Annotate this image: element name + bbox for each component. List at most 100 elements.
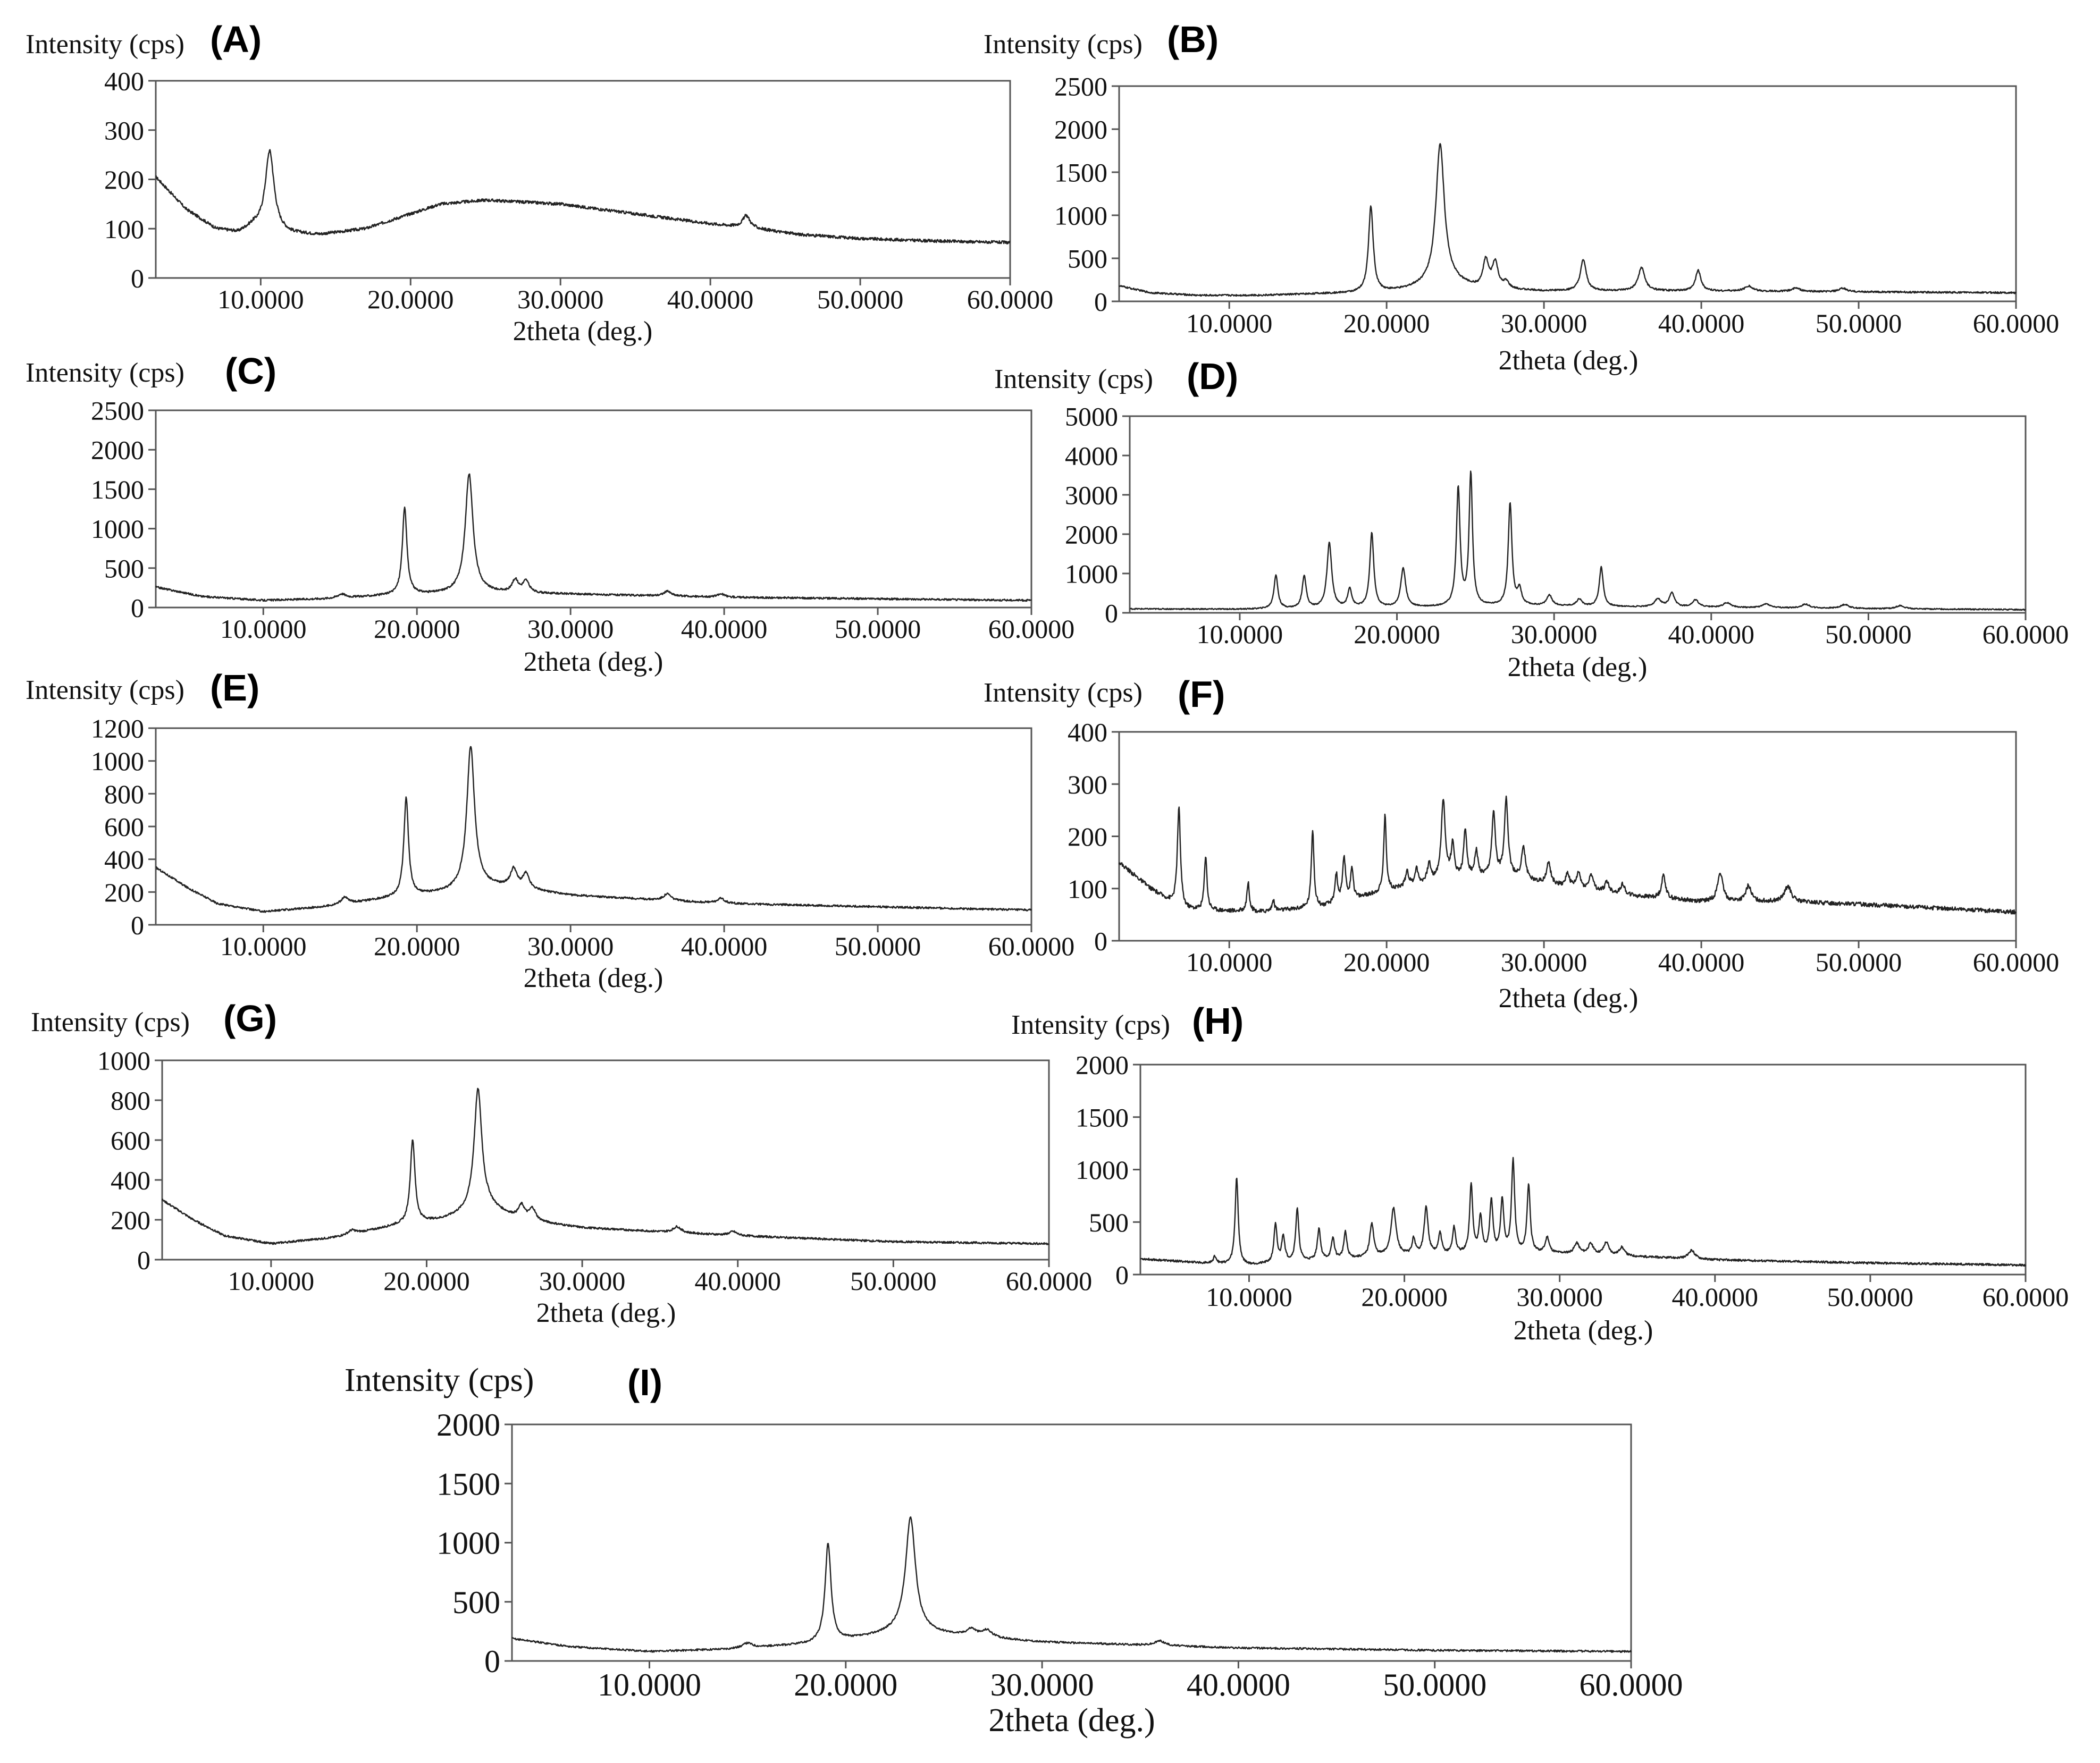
x-axis-label: 2theta (deg.)	[1499, 345, 1639, 376]
y-tick-label: 800	[104, 779, 144, 809]
y-tick-label: 500	[1089, 1208, 1129, 1237]
diffraction-trace	[511, 1516, 1632, 1653]
y-tick-label: 2000	[91, 435, 144, 465]
plot-frame	[1118, 85, 2017, 302]
x-tick-label: 50.0000	[850, 1266, 937, 1296]
x-tick-label: 40.0000	[681, 931, 768, 961]
diffraction-trace	[1140, 1157, 2027, 1267]
y-tick-label: 400	[111, 1166, 150, 1195]
x-axis-label: 2theta (deg.)	[1499, 983, 1639, 1014]
xrd-panel-i: 0 500 1000 1500 2000 10.0000 20.0000 30.0000 40.…	[345, 1362, 1683, 1739]
y-tick-label: 600	[104, 812, 144, 842]
y-tick-label: 4000	[1065, 441, 1118, 471]
x-tick-label: 20.0000	[374, 614, 460, 644]
x-tick-label: 10.0000	[228, 1266, 315, 1296]
y-tick-label: 1500	[436, 1466, 500, 1501]
diffraction-trace	[155, 473, 1032, 602]
x-tick-label: 60.0000	[1973, 947, 2060, 977]
x-tick-label: 30.0000	[517, 284, 604, 314]
xrd-panel-c: 0 500 1000 1500 2000 2500 10.0000 20.0000 30.000…	[26, 350, 1074, 677]
x-tick-label: 60.0000	[1580, 1667, 1683, 1702]
panel-label: (I)	[627, 1362, 662, 1403]
y-tick-label: 100	[104, 214, 144, 244]
xrd-panel-h: 0 500 1000 1500 2000 10.0000 20.0000 30.0000 40.…	[1011, 1000, 2069, 1346]
plot-frame	[155, 727, 1032, 926]
plot-frame	[511, 1423, 1632, 1662]
y-tick-label: 600	[111, 1126, 150, 1155]
y-axis-label: Intensity (cps)	[984, 678, 1143, 708]
y-tick-label: 0	[131, 910, 144, 940]
x-tick-label: 20.0000	[1361, 1282, 1448, 1312]
x-tick-label: 50.0000	[835, 614, 921, 644]
x-tick-label: 30.0000	[990, 1667, 1094, 1702]
x-axis-label: 2theta (deg.)	[513, 316, 653, 347]
y-tick-label: 400	[1068, 718, 1107, 747]
y-tick-label: 1000	[91, 514, 144, 544]
panel-label: (D)	[1187, 356, 1238, 397]
y-tick-label: 500	[1068, 244, 1107, 274]
y-tick-label: 500	[104, 553, 144, 583]
y-tick-label: 500	[452, 1585, 500, 1620]
x-tick-label: 60.0000	[1983, 619, 2069, 649]
y-tick-label: 100	[1068, 874, 1107, 904]
x-tick-label: 40.0000	[667, 284, 754, 314]
y-tick-label: 2500	[91, 396, 144, 426]
y-tick-label: 0	[484, 1644, 500, 1679]
y-tick-label: 1200	[91, 714, 144, 744]
y-tick-label: 1000	[1065, 559, 1118, 589]
y-tick-label: 2000	[436, 1407, 500, 1443]
x-tick-label: 10.0000	[220, 614, 307, 644]
x-axis-label: 2theta (deg.)	[1514, 1315, 1653, 1346]
panel-label: (G)	[223, 998, 277, 1039]
x-tick-label: 20.0000	[1343, 947, 1430, 977]
x-tick-label: 20.0000	[374, 931, 460, 961]
x-tick-label: 50.0000	[1816, 308, 1902, 338]
x-tick-label: 20.0000	[794, 1667, 897, 1702]
x-axis-label: 2theta (deg.)	[1508, 652, 1648, 682]
x-axis-label: 2theta (deg.)	[988, 1702, 1155, 1739]
panel-label: (A)	[210, 19, 262, 60]
x-tick-label: 10.0000	[217, 284, 304, 314]
x-tick-label: 10.0000	[598, 1667, 701, 1702]
y-axis-label: Intensity (cps)	[26, 358, 184, 388]
panel-label: (F)	[1178, 673, 1225, 715]
y-tick-label: 1000	[1076, 1155, 1129, 1185]
plot-frame	[155, 409, 1032, 609]
x-tick-label: 50.0000	[1827, 1282, 1914, 1312]
diffraction-trace	[1119, 143, 2017, 297]
y-tick-label: 200	[104, 165, 144, 195]
panel-label: (C)	[225, 350, 276, 392]
y-tick-label: 2000	[1054, 115, 1107, 145]
x-tick-label: 50.0000	[1383, 1667, 1486, 1702]
y-tick-label: 0	[1115, 1260, 1129, 1290]
x-axis-label: 2theta (deg.)	[524, 647, 663, 677]
xrd-panel-d: 0 1000 2000 3000 4000 5000 10.0000 20.0000 30.00…	[994, 356, 2069, 682]
y-tick-label: 800	[111, 1086, 150, 1116]
x-tick-label: 40.0000	[1672, 1282, 1759, 1312]
y-tick-label: 2500	[1054, 72, 1107, 102]
y-tick-label: 1500	[1054, 158, 1107, 188]
y-axis-label: Intensity (cps)	[984, 29, 1143, 60]
plot-frame	[161, 1059, 1050, 1261]
x-tick-label: 20.0000	[1343, 308, 1430, 338]
x-tick-label: 50.0000	[1816, 947, 1902, 977]
y-tick-label: 300	[104, 115, 144, 145]
x-tick-label: 40.0000	[1187, 1667, 1290, 1702]
diffraction-trace	[1118, 795, 2017, 915]
x-tick-label: 30.0000	[527, 931, 614, 961]
x-tick-label: 60.0000	[1973, 308, 2060, 338]
y-axis-label: Intensity (cps)	[26, 675, 184, 705]
x-tick-label: 60.0000	[988, 931, 1075, 961]
y-tick-label: 0	[1105, 598, 1118, 628]
y-axis-label: Intensity (cps)	[31, 1007, 190, 1037]
x-tick-label: 60.0000	[988, 614, 1075, 644]
y-tick-label: 0	[1094, 287, 1107, 317]
y-tick-label: 1000	[1054, 201, 1107, 231]
x-tick-label: 10.0000	[220, 931, 307, 961]
x-tick-label: 30.0000	[1516, 1282, 1603, 1312]
x-tick-label: 60.0000	[967, 284, 1054, 314]
x-tick-label: 30.0000	[1511, 619, 1598, 649]
x-tick-label: 30.0000	[1501, 947, 1587, 977]
x-tick-label: 40.0000	[694, 1266, 781, 1296]
x-tick-label: 60.0000	[1006, 1266, 1093, 1296]
